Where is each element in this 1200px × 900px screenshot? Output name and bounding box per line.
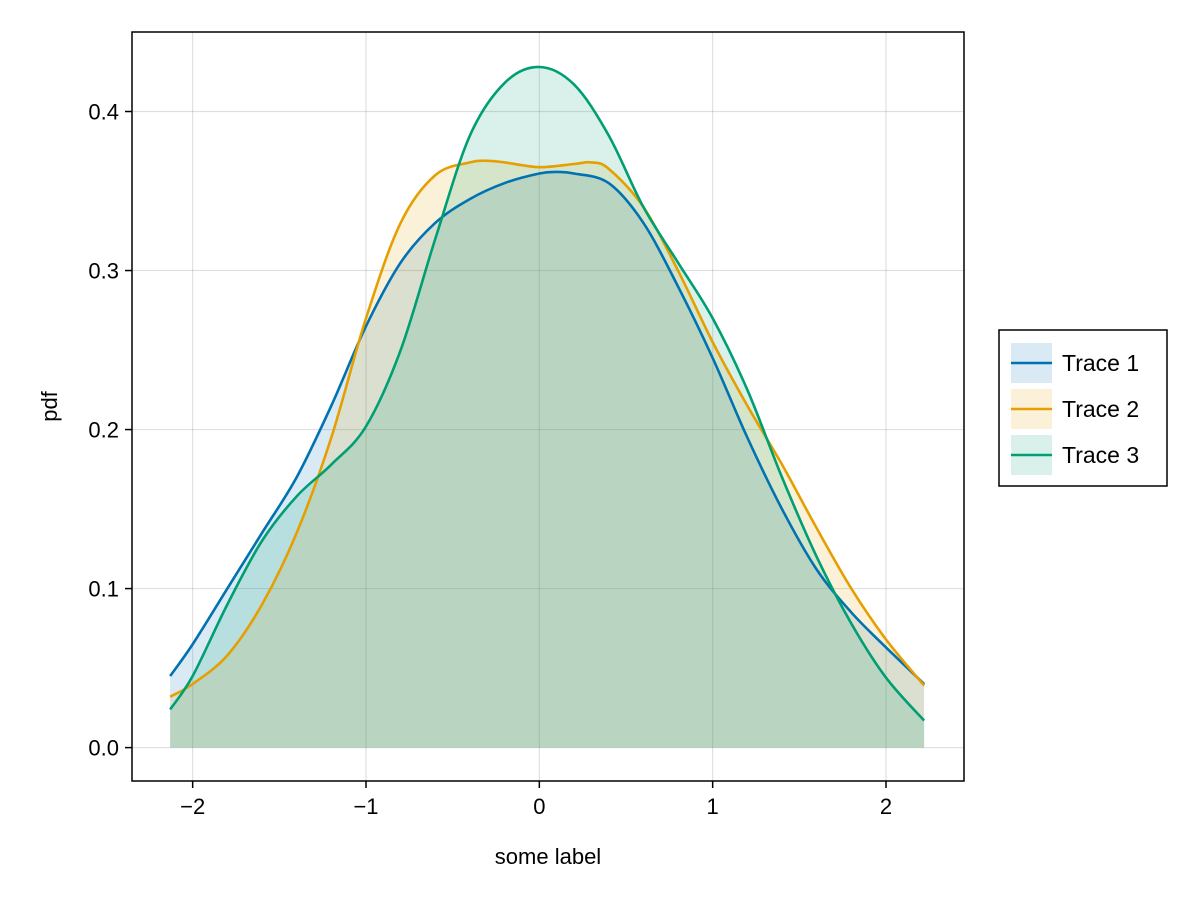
series-fill-2 (170, 160, 925, 748)
series-fill-1 (170, 171, 925, 748)
y-tick-label: 0.2 (88, 418, 119, 443)
x-tick-label: −1 (353, 794, 378, 819)
x-tick-label: 0 (533, 794, 545, 819)
series-line-2 (169, 159, 926, 698)
series-line-1 (169, 170, 926, 685)
y-tick-label: 0.4 (88, 100, 119, 125)
x-tick-label: 1 (707, 794, 719, 819)
x-tick-label: −2 (180, 794, 205, 819)
y-tick-label: 0.1 (88, 577, 119, 602)
x-tick-label: 2 (880, 794, 892, 819)
y-tick-label: 0.3 (88, 259, 119, 284)
plot-frame (131, 31, 965, 782)
grid (132, 32, 964, 781)
legend-label-1: Trace 1 (1062, 350, 1139, 376)
y-axis-label: pdf (37, 390, 62, 421)
legend-label-2: Trace 2 (1062, 396, 1139, 422)
legend: Trace 1 Trace 2 Trace 3 (998, 329, 1168, 487)
legend-label-3: Trace 3 (1062, 442, 1139, 468)
series-fill-3 (170, 66, 925, 748)
series-fills (170, 66, 925, 748)
x-axis-label: some label (495, 844, 601, 869)
series-line-3 (169, 65, 926, 722)
axis-ticks: −2 −1 0 1 2 0.0 0.1 0.2 0.3 0.4 (88, 100, 892, 819)
y-tick-label: 0.0 (88, 736, 119, 761)
series-lines (169, 65, 926, 722)
